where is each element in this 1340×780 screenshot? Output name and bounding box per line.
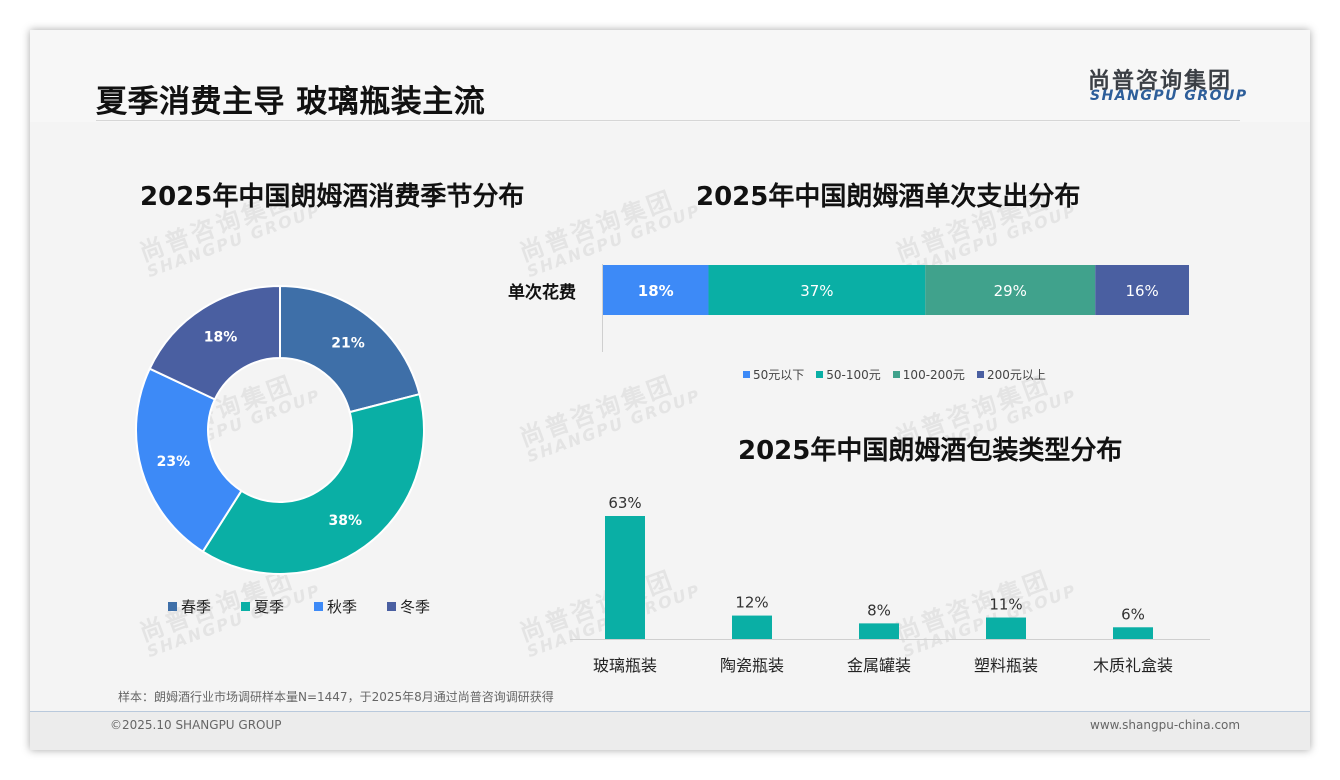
legend-label: 50-100元 xyxy=(826,368,881,382)
legend-item-2: 50-100元 xyxy=(816,366,881,383)
legend-item-3: 秋季 xyxy=(314,596,357,617)
spend-segment-4 xyxy=(1095,265,1189,315)
legend-swatch xyxy=(387,602,397,611)
donut-slice-3 xyxy=(135,367,243,553)
spend-segment-2 xyxy=(708,265,926,315)
package-bar-value: 63% xyxy=(608,494,641,512)
legend-label: 秋季 xyxy=(327,598,358,616)
legend-label: 100-200元 xyxy=(902,368,965,382)
legend-label: 200元以上 xyxy=(986,368,1046,382)
spend-legend: 50元以下 50-100元 100-200元 200元以上 xyxy=(743,366,1058,383)
season-donut-chart: 21% 38% 23% 18% xyxy=(135,284,425,575)
title-divider xyxy=(96,120,1240,121)
footer-divider xyxy=(30,711,1310,712)
spend-segment-label: 29% xyxy=(994,282,1027,300)
website-link[interactable]: www.shangpu-china.com xyxy=(1090,718,1241,732)
season-legend: 春季 夏季 秋季 冬季 xyxy=(168,596,460,617)
package-bar-2 xyxy=(732,615,772,639)
package-bar-value: 12% xyxy=(735,594,768,612)
slide: 尚普咨询集团 SHANGPU GROUP 尚普咨询集团 SHANGPU GROUP … xyxy=(30,30,1310,750)
legend-label: 夏季 xyxy=(254,598,285,616)
spend-row-label: 单次花费 xyxy=(508,283,576,303)
package-bar-value: 8% xyxy=(867,601,891,619)
legend-label: 春季 xyxy=(181,598,212,616)
package-tick-label: 金属罐装 xyxy=(847,656,911,675)
sample-footnote: 样本：朗姆酒行业市场调研样本量N=1447，于2025年8月通过尚普咨询调研获得 xyxy=(118,690,554,704)
donut-slice-2 xyxy=(201,392,425,575)
package-bar-3 xyxy=(859,623,899,639)
package-chart-title: 2025年中国朗姆酒包装类型分布 xyxy=(738,436,1123,466)
season-chart-title: 2025年中国朗姆酒消费季节分布 xyxy=(140,182,525,212)
package-bar-value: 11% xyxy=(989,596,1022,614)
legend-swatch xyxy=(314,602,324,611)
spend-segment-label: 18% xyxy=(638,282,674,300)
legend-swatch xyxy=(743,371,750,378)
copyright-text: ©2025.10 SHANGPU GROUP xyxy=(110,718,282,732)
legend-swatch xyxy=(892,371,900,378)
spend-segment-3 xyxy=(925,265,1096,315)
donut-slice-1 xyxy=(279,284,421,414)
donut-slice-label: 21% xyxy=(331,335,365,351)
donut-slice-4 xyxy=(148,284,281,401)
spend-segment-label: 37% xyxy=(800,282,833,300)
legend-swatch xyxy=(241,602,251,611)
header-band xyxy=(30,30,1310,122)
package-tick-label: 塑料瓶装 xyxy=(974,656,1038,675)
legend-item-2: 夏季 xyxy=(241,596,284,617)
package-bar-value: 6% xyxy=(1121,605,1145,623)
package-tick-label: 陶瓷瓶装 xyxy=(720,656,784,675)
package-bar-chart: 63% 玻璃瓶装 12% 陶瓷瓶装 8% 金属罐装 11% 塑料瓶装 6% 木质礼盒装 xyxy=(570,494,1210,675)
legend-item-4: 冬季 xyxy=(387,596,430,617)
footer-band xyxy=(30,712,1310,750)
package-tick-label: 玻璃瓶装 xyxy=(593,656,657,675)
legend-swatch xyxy=(976,371,984,378)
logo-text-cn: 尚普咨询集团 xyxy=(1088,69,1233,94)
legend-swatch xyxy=(816,371,824,378)
legend-item-1: 50元以下 xyxy=(743,366,804,383)
legend-item-1: 春季 xyxy=(168,596,211,617)
legend-swatch xyxy=(168,602,177,611)
page-title: 夏季消费主导 玻璃瓶装主流 xyxy=(96,84,486,120)
donut-slice-label: 23% xyxy=(157,454,191,470)
legend-label: 冬季 xyxy=(400,598,431,616)
package-bar-4 xyxy=(986,617,1026,639)
logo-text-en: SHANGPU GROUP xyxy=(1090,88,1248,104)
watermark: 尚普咨询集团 SHANGPU GROUP xyxy=(516,370,704,467)
spend-segment-label: 16% xyxy=(1125,282,1158,300)
spend-stacked-bar-chart: 18% 37% 29% 16% xyxy=(602,264,1189,352)
donut-slice-label: 18% xyxy=(204,329,238,345)
spend-segment-1 xyxy=(603,265,709,315)
package-tick-label: 木质礼盒装 xyxy=(1093,656,1173,675)
package-bar-5 xyxy=(1113,627,1153,639)
spend-chart-title: 2025年中国朗姆酒单次支出分布 xyxy=(696,182,1081,212)
legend-item-3: 100-200元 xyxy=(892,366,965,383)
legend-label: 50元以下 xyxy=(753,368,805,382)
legend-item-4: 200元以上 xyxy=(976,366,1046,383)
donut-slice-label: 38% xyxy=(328,513,362,529)
package-bar-1 xyxy=(605,516,645,639)
